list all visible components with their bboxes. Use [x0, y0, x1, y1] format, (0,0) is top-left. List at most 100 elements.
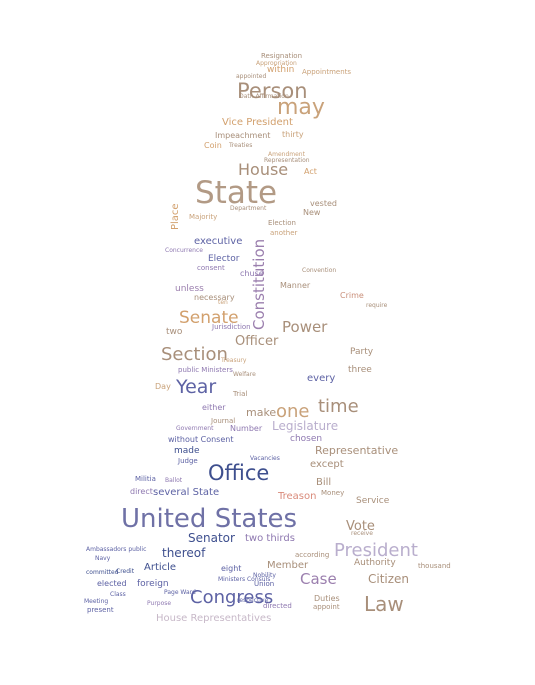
word: two thirds	[245, 533, 295, 544]
word: Election	[268, 219, 296, 227]
word: executive	[194, 236, 243, 247]
word: necessary	[194, 293, 235, 302]
word: Elector	[208, 254, 240, 264]
word: Treaties	[229, 142, 253, 149]
word: Senator	[188, 531, 235, 545]
word: Amendment	[268, 151, 305, 158]
word: Coin	[204, 141, 222, 150]
word: State	[195, 175, 278, 211]
word: Treasury	[221, 357, 247, 364]
word: every	[307, 373, 336, 384]
word: Law	[364, 592, 404, 616]
word: Crime	[340, 291, 364, 300]
word: Judge	[178, 457, 198, 465]
word: Appropriation	[256, 60, 297, 67]
word: Place	[170, 203, 181, 230]
word: several State	[153, 487, 220, 498]
word: Officer	[235, 334, 279, 349]
word: Legislature	[272, 419, 339, 433]
word: thirty	[282, 130, 304, 139]
word: another	[270, 229, 298, 237]
word: thereof	[162, 546, 206, 560]
word: Trial	[233, 390, 248, 398]
word: make	[246, 406, 277, 419]
word: Authority	[354, 558, 396, 568]
word: chosen	[290, 434, 323, 444]
word: Treason	[278, 491, 317, 502]
word: directed	[263, 602, 292, 610]
word: Number	[230, 424, 263, 433]
word: Welfare	[233, 371, 256, 378]
word: Oath Affirmation	[239, 93, 289, 100]
word: Citizen	[368, 572, 410, 586]
word: one	[276, 401, 310, 422]
word: Resignation	[261, 52, 303, 60]
word: Year	[176, 376, 217, 398]
word: except	[310, 459, 344, 470]
word: Meeting	[84, 598, 109, 605]
word: Vice President	[222, 117, 293, 128]
word: two	[166, 327, 183, 337]
word: elected	[97, 579, 127, 588]
word: Majority	[189, 213, 218, 221]
word: committed	[86, 569, 119, 576]
word: Journal	[211, 417, 236, 425]
word: within	[267, 65, 295, 75]
word: Purpose	[147, 600, 172, 607]
word: Impeachment	[215, 131, 271, 140]
word: Navy	[95, 555, 111, 562]
word: according	[295, 551, 330, 559]
word: Power	[282, 318, 328, 336]
word: foreign	[137, 579, 169, 589]
word: Party	[350, 347, 374, 357]
word: Department	[230, 205, 267, 212]
word: Manner	[280, 281, 311, 290]
word: Class	[110, 591, 126, 598]
word: Ministers Consuls	[218, 576, 271, 583]
word: Senate	[179, 308, 239, 328]
word: public Ministers	[178, 366, 233, 374]
word: Constitution	[250, 238, 268, 330]
word: eight	[221, 564, 242, 573]
word: Government	[176, 425, 214, 432]
word: require	[366, 302, 388, 309]
word: New	[303, 208, 321, 217]
word: Ambassadors public	[86, 546, 147, 553]
word: either	[202, 403, 226, 412]
word: Money	[321, 489, 345, 497]
word: Act	[304, 167, 317, 176]
word: receive	[351, 530, 373, 537]
word: Service	[356, 496, 390, 506]
word: Congress	[190, 587, 274, 608]
word: House Representatives	[156, 613, 272, 624]
word: Concurrence	[165, 247, 203, 254]
word: Vote	[346, 519, 375, 534]
word: direct	[130, 487, 153, 496]
word: Office	[208, 461, 270, 485]
word: House	[238, 160, 289, 179]
word: Representative	[315, 444, 399, 457]
word: without Consent	[168, 435, 234, 444]
word: United States	[121, 504, 298, 534]
word: Article	[144, 562, 177, 573]
word: Union	[254, 580, 275, 588]
word: Credit	[116, 568, 135, 575]
word: respective	[237, 597, 269, 604]
word: present	[87, 606, 114, 614]
word: Nobility	[253, 572, 276, 579]
word: Militia	[135, 475, 156, 483]
word: Case	[300, 570, 337, 588]
word: Day	[155, 382, 171, 391]
word: appoint	[313, 603, 340, 611]
word: President	[334, 540, 418, 561]
word: thousand	[418, 562, 451, 570]
word: Person	[237, 79, 308, 103]
word: made	[174, 446, 200, 456]
word: vested	[310, 199, 337, 208]
word: Bill	[316, 477, 332, 488]
word: Convention	[302, 267, 337, 274]
word: unless	[175, 284, 204, 294]
word: Jurisdiction	[212, 323, 251, 331]
word: chuse	[240, 269, 264, 278]
word: Section	[161, 344, 228, 365]
